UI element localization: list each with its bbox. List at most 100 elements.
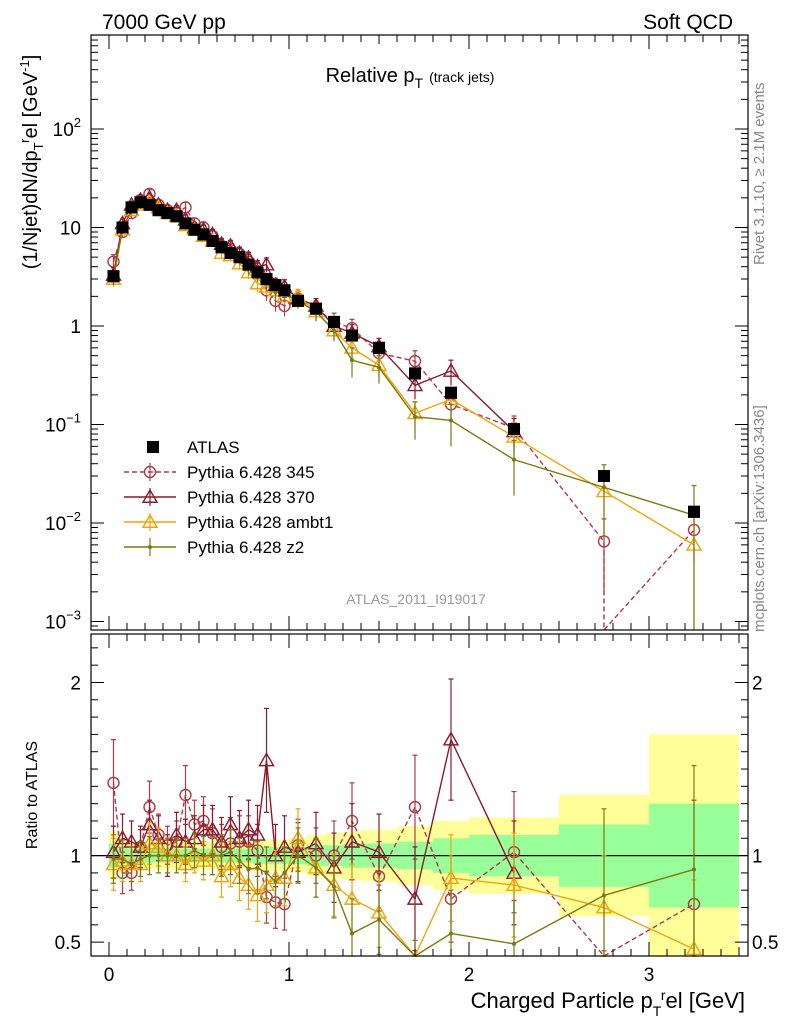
atlas-data-point [116, 221, 129, 234]
main-plot-frame [90, 34, 749, 631]
legend-marker [148, 545, 152, 549]
main-data-point [413, 414, 417, 419]
rivet-label: Rivet 3.1.10, ≥ 2.1M events [751, 83, 768, 266]
ratio-data-point [408, 800, 422, 814]
x-tick-label: 3 [644, 965, 655, 986]
ratio-data-point [165, 853, 170, 858]
main-y-tick-label: 10−1 [45, 411, 81, 437]
ratio-data-point [240, 821, 257, 836]
legend-entry: Pythia 6.428 z2 [124, 538, 304, 557]
atlas-data-point [224, 247, 237, 260]
main-plot-data [105, 187, 703, 632]
ratio-series-line [113, 836, 695, 958]
x-axis-label: Charged Particle pTrel [GeV] [471, 987, 745, 1019]
x-tick-label: 1 [284, 965, 295, 986]
main-y-axis-label: (1/Njet)dN/dpTrel [GeV-1] [17, 55, 46, 270]
main-data-point [350, 358, 354, 363]
ratio-data-point [204, 821, 221, 836]
ratio-data-point [255, 865, 260, 870]
legend-marker [141, 513, 159, 528]
ratio-data-point [213, 867, 230, 883]
ratio-data-point [314, 865, 318, 870]
main-y-tick-label: 10 [60, 218, 81, 239]
ratio-data-point [264, 870, 269, 875]
ratio-data-point [449, 931, 453, 936]
main-y-tick-label: 10−2 [45, 509, 81, 535]
main-data-point [442, 362, 460, 377]
x-tick-label: 2 [464, 965, 475, 986]
legend: ATLAS Pythia 6.428 345 Pythia 6.428 370 Pyt… [124, 438, 333, 557]
ratio-data-point [129, 862, 134, 867]
legend-marker [143, 465, 157, 479]
atlas-data-point [373, 341, 385, 354]
main-data-point [332, 328, 336, 333]
ratio-y-tick-label-right: 0.5 [752, 933, 778, 954]
ratio-y-tick-label-left: 1 [70, 847, 81, 868]
main-data-point [602, 485, 606, 490]
main-y-tick-label: 102 [53, 115, 81, 141]
ratio-data-point [120, 857, 125, 862]
mcplots-label: mcplots.cern.ch [arXiv:1306.3436] [751, 405, 768, 632]
legend-entry: Pythia 6.428 ambt1 [124, 513, 333, 532]
atlas-data-point [346, 329, 358, 342]
main-data-point [406, 376, 424, 392]
ratio-data-point [249, 826, 266, 841]
ratio-data-point [183, 853, 188, 858]
ratio-data-point [406, 890, 424, 905]
legend-label: Pythia 6.428 345 [187, 463, 315, 482]
ratio-data-point [350, 931, 354, 936]
atlas-data-point [409, 367, 421, 380]
ratio-series-line [112, 737, 515, 901]
ratio-y-tick-label-right: 1 [752, 847, 763, 868]
legend-label: ATLAS [187, 438, 240, 457]
ratio-data-point [195, 821, 212, 836]
ratio-data-point [147, 853, 152, 858]
ratio-data-point [370, 843, 388, 859]
ratio-data-point [111, 857, 116, 862]
atlas-data-point [292, 294, 304, 307]
ratio-y-tick-label-left: 2 [70, 673, 81, 694]
legend-label: Pythia 6.428 z2 [187, 538, 304, 557]
ratio-data-point [249, 886, 266, 902]
x-tick-label: 0 [104, 965, 115, 986]
ratio-data-point [179, 788, 192, 802]
ratio-data-point [505, 876, 523, 891]
ratio-data-point [273, 879, 278, 884]
legend-label: Pythia 6.428 370 [187, 488, 315, 507]
ratio-data-point [296, 853, 300, 858]
main-data-point [408, 354, 422, 368]
main-data-point [377, 365, 381, 370]
ratio-data-point [237, 858, 242, 863]
ratio-data-point [692, 867, 696, 872]
ratio-plot-panel: 0.5 0.5 1 1 2 2 0 1 2 3 Ratio to ATLAS Charged Pa… [24, 633, 778, 1019]
ratio-plot-ticks: 0.5 0.5 1 1 2 2 0 1 2 3 [55, 634, 778, 986]
ratio-data-point [442, 869, 460, 885]
ratio-data-point [201, 853, 206, 858]
atlas-data-point [508, 423, 520, 436]
header-right: Soft QCD [643, 11, 733, 34]
ratio-data-point [138, 857, 143, 862]
atlas-data-point [445, 386, 457, 399]
ratio-data-point [107, 776, 120, 790]
ratio-data-point [219, 853, 224, 858]
ratio-data-point [442, 731, 460, 746]
main-y-tick-label: 1 [70, 317, 81, 338]
legend-marker [147, 441, 159, 453]
ratio-data-point [512, 941, 516, 946]
ratio-data-point [156, 853, 161, 858]
ratio-data-point [174, 853, 179, 858]
ratio-data-point [602, 893, 606, 898]
atlas-data-point [688, 505, 700, 518]
ratio-series-3 [111, 764, 697, 957]
main-data-point [258, 256, 275, 271]
main-plot-panel: 10−3 10−2 10−1 1 10 102 Relative pT (track jet… [17, 34, 749, 634]
ratio-data-point [246, 867, 251, 872]
main-plot-ticks: 10−3 10−2 10−1 1 10 102 [45, 35, 748, 634]
header-left: 7000 GeV pp [102, 11, 226, 34]
ratio-data-point [210, 853, 215, 858]
main-data-point [273, 290, 278, 295]
ratio-y-axis-label: Ratio to ATLAS [24, 741, 41, 849]
ratio-data-point [228, 850, 233, 855]
atlas-data-point [598, 470, 610, 483]
